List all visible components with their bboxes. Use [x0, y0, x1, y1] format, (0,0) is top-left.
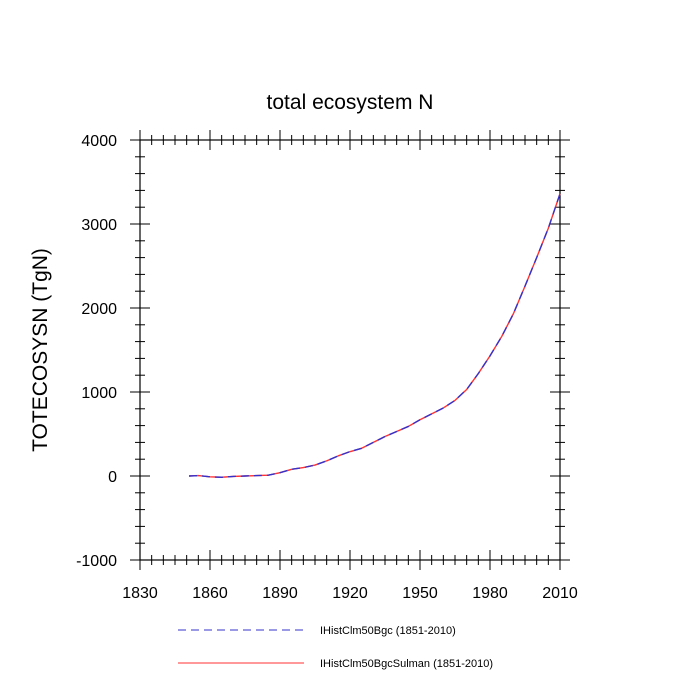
x-tick-label: 1830 — [122, 585, 158, 602]
y-axis-label: TOTECOSYSN (TgN) — [29, 248, 52, 452]
x-tick-label: 1920 — [332, 585, 368, 602]
legend-label: IHistClm50BgcSulman (1851-2010) — [320, 658, 493, 670]
y-tick-label: -1000 — [76, 553, 117, 570]
x-tick-label: 2010 — [542, 585, 578, 602]
chart-title: total ecosystem N — [267, 91, 434, 114]
series-line-solid — [188, 193, 561, 478]
series-line-dashed — [188, 193, 561, 478]
x-tick-label: 1860 — [192, 585, 228, 602]
x-tick-label: 1890 — [262, 585, 298, 602]
y-tick-label: 4000 — [81, 133, 117, 150]
plot-frame — [139, 139, 561, 561]
axis-ticks: 1830 1860 1890 1920 1950 1980 2010 -1000 0 1000 20… — [76, 130, 578, 602]
y-tick-label: 3000 — [81, 217, 117, 234]
y-tick-label: 0 — [108, 469, 117, 486]
y-tick-label: 2000 — [81, 301, 117, 318]
x-tick-label: 1950 — [402, 585, 438, 602]
y-tick-label: 1000 — [81, 385, 117, 402]
legend-label: IHistClm50Bgc (1851-2010) — [320, 625, 456, 637]
series-layer — [188, 193, 561, 478]
legend: IHistClm50Bgc (1851-2010) IHistClm50BgcSu… — [178, 625, 493, 670]
x-tick-label: 1980 — [472, 585, 508, 602]
